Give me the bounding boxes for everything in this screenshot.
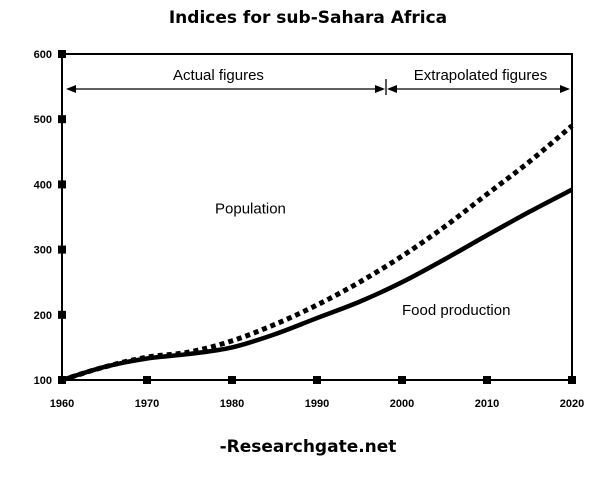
x-tick-mark xyxy=(568,376,576,384)
y-tick-label: 400 xyxy=(34,179,52,191)
extrapolated-figures-label: Extrapolated figures xyxy=(414,67,547,84)
actual-arrow-head-left xyxy=(66,85,76,93)
y-tick-label: 600 xyxy=(34,49,52,61)
extrapolated-arrow-head-right xyxy=(560,85,570,93)
x-tick-label: 1980 xyxy=(220,398,244,410)
food-production-label: Food production xyxy=(402,302,510,319)
y-tick-label: 500 xyxy=(34,114,52,126)
actual-arrow-head-right xyxy=(375,85,385,93)
y-tick-mark xyxy=(58,310,66,319)
plot-frame xyxy=(61,53,573,381)
y-tick-label: 200 xyxy=(34,310,52,322)
x-tick-mark xyxy=(143,376,151,384)
x-tick-label: 1990 xyxy=(305,398,329,410)
population-label: Population xyxy=(215,201,286,218)
x-tick-mark xyxy=(228,376,236,384)
y-tick-label: 300 xyxy=(34,245,52,257)
chart-title: Indices for sub-Sahara Africa xyxy=(168,8,448,28)
source-credit: -Researchgate.net xyxy=(219,437,397,457)
x-tick-label: 1960 xyxy=(50,398,74,410)
x-tick-label: 1970 xyxy=(135,398,159,410)
x-tick-label: 2000 xyxy=(390,398,414,410)
actual-figures-label: Actual figures xyxy=(173,67,264,84)
x-tick-label: 2020 xyxy=(560,398,584,410)
y-tick-mark xyxy=(58,115,66,124)
population-line xyxy=(61,123,574,383)
y-tick-mark xyxy=(58,245,66,254)
x-tick-mark xyxy=(398,376,406,384)
extrapolated-arrow-head-left xyxy=(387,85,397,93)
x-tick-label: 2010 xyxy=(475,398,499,410)
food-production-line xyxy=(61,187,574,383)
y-tick-mark xyxy=(58,180,66,189)
y-tick-mark xyxy=(58,50,66,58)
x-tick-mark xyxy=(483,376,491,384)
x-tick-mark xyxy=(313,376,321,384)
y-tick-label: 100 xyxy=(34,375,52,387)
